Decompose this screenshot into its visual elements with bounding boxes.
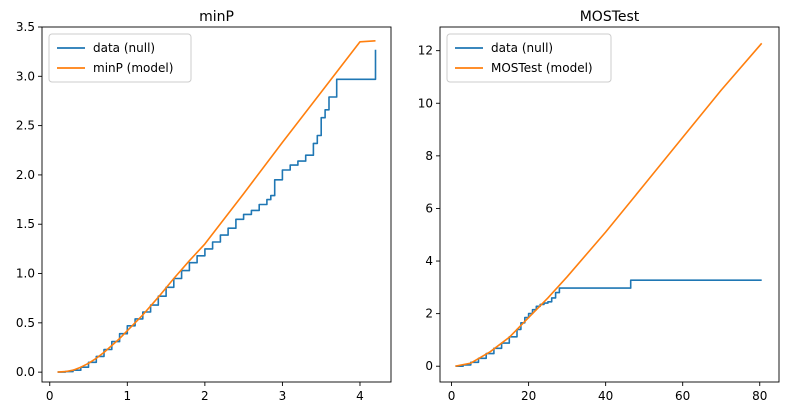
y-tick-label: 1.5 bbox=[16, 217, 35, 231]
chart-title: MOSTest bbox=[580, 9, 640, 25]
x-tick-label: 60 bbox=[675, 389, 690, 403]
x-tick-label: 80 bbox=[752, 389, 767, 403]
x-tick-label: 2 bbox=[201, 389, 209, 403]
legend-label-1: minP (model) bbox=[93, 61, 173, 75]
y-tick-label: 2.0 bbox=[16, 168, 35, 182]
series-line-0-1 bbox=[57, 40, 376, 373]
legend-label-1: MOSTest (model) bbox=[491, 61, 593, 75]
legend-label-0: data (null) bbox=[93, 41, 155, 55]
y-tick-label: 10 bbox=[418, 96, 433, 110]
y-tick-label: 6 bbox=[425, 201, 433, 215]
x-tick-label: 20 bbox=[521, 389, 536, 403]
legend-label-0: data (null) bbox=[491, 41, 553, 55]
y-tick-label: 1.0 bbox=[16, 267, 35, 281]
y-tick-label: 3.0 bbox=[16, 69, 35, 83]
x-tick-label: 0 bbox=[448, 389, 456, 403]
axes-frame bbox=[439, 26, 780, 383]
y-tick-label: 0.0 bbox=[16, 365, 35, 379]
x-tick-label: 4 bbox=[356, 389, 364, 403]
y-tick-label: 12 bbox=[418, 44, 433, 58]
chart-title: minP bbox=[199, 9, 234, 25]
legend-box bbox=[446, 33, 612, 83]
chart-panel-1: 0 20 40 60 80 0 2 4 6 8 10 12 MOSTest data (null) MOST… bbox=[418, 9, 780, 403]
series-line-0-0 bbox=[57, 49, 377, 373]
y-tick-label: 2.5 bbox=[16, 119, 35, 133]
legend-box bbox=[48, 33, 192, 83]
axes-frame bbox=[41, 26, 392, 383]
y-tick-label: 8 bbox=[425, 149, 433, 163]
x-tick-label: 3 bbox=[279, 389, 287, 403]
y-tick-label: 3.5 bbox=[16, 20, 35, 34]
x-tick-label: 0 bbox=[46, 389, 54, 403]
y-tick-label: 4 bbox=[425, 254, 433, 268]
y-tick-label: 2 bbox=[425, 307, 433, 321]
y-tick-label: 0.5 bbox=[16, 316, 35, 330]
chart-panel-0: 0 1 2 3 4 0.0 0.5 1.0 1.5 2.0 2.5 3.0 3.5 minP data (n… bbox=[16, 9, 392, 403]
series-line-1-1 bbox=[455, 42, 763, 367]
x-tick-label: 1 bbox=[123, 389, 131, 403]
x-tick-label: 40 bbox=[598, 389, 613, 403]
y-tick-label: 0 bbox=[425, 359, 433, 373]
